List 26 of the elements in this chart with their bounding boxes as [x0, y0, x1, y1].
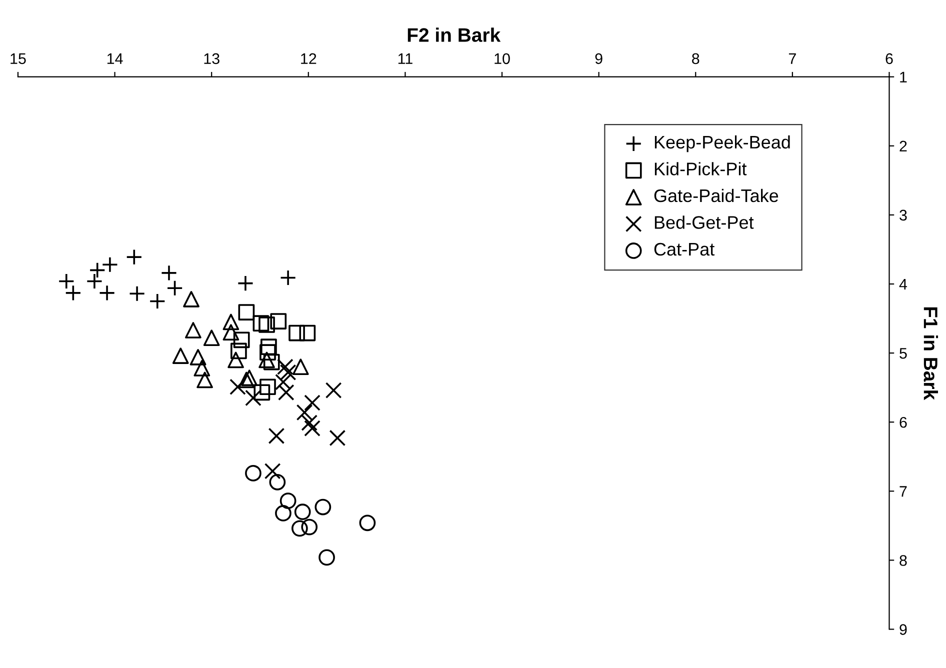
x-tick-label: 9: [595, 53, 602, 64]
y-tick-label: 3: [900, 210, 907, 221]
y-tick-label: 9: [900, 624, 907, 635]
x-tick-label: 12: [301, 53, 316, 64]
y-tick-label: 7: [900, 486, 907, 497]
legend-label: Bed-Get-Pet: [654, 216, 754, 229]
y-tick-label: 2: [900, 140, 907, 152]
y-tick-label: 4: [899, 279, 908, 290]
legend-label: Cat-Pat: [654, 242, 715, 256]
legend-label: Kid-Pick-Pit: [654, 162, 747, 176]
y-tick-label: 5: [900, 348, 907, 359]
x-tick-label: 15: [10, 53, 26, 64]
x-tick-label: 8: [692, 53, 700, 64]
y-tick-label: 8: [900, 555, 907, 566]
x-tick-label: 14: [107, 53, 123, 64]
x-tick-label: 7: [788, 53, 796, 64]
x-tick-label: 11: [398, 53, 412, 64]
legend-label: Keep-Peek-Bead: [654, 135, 790, 152]
y-tick-label: 6: [900, 416, 907, 428]
x-tick-label: 6: [886, 53, 893, 64]
x-tick-label: 13: [204, 53, 220, 64]
y-tick-label: 1: [900, 72, 907, 82]
y-axis-title: F1 in Bark: [924, 307, 938, 400]
x-axis-title: F2 in Bark: [408, 28, 501, 42]
x-tick-label: 10: [494, 53, 510, 64]
legend-label: Gate-Paid-Take: [654, 188, 778, 202]
